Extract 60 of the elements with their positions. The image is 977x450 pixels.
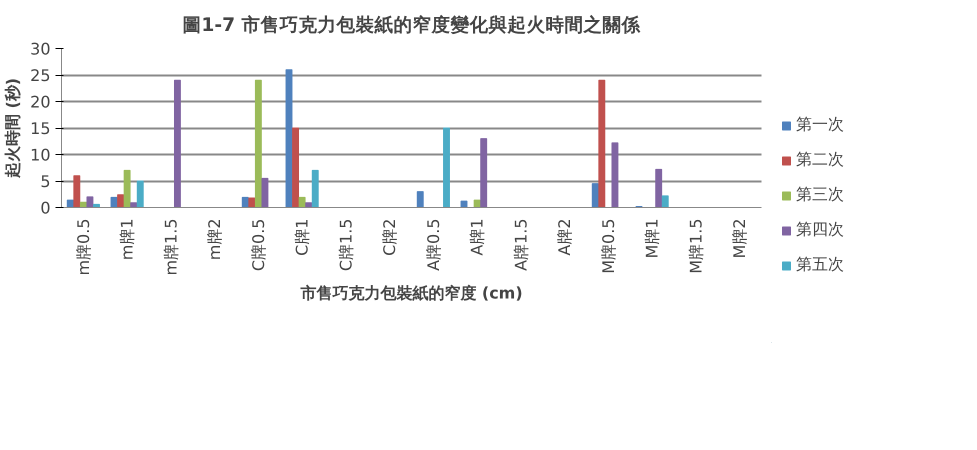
y-tick-label: 15 bbox=[30, 119, 50, 138]
bar bbox=[305, 202, 312, 208]
bar bbox=[73, 175, 80, 208]
legend-label: 第一次 bbox=[796, 114, 844, 136]
bar bbox=[86, 196, 94, 208]
y-tick-label: 25 bbox=[30, 66, 50, 85]
bar bbox=[443, 128, 450, 208]
legend-label: 第二次 bbox=[796, 150, 844, 170]
bar bbox=[286, 69, 292, 208]
y-tick-label: 20 bbox=[30, 92, 50, 112]
bar bbox=[598, 80, 606, 208]
x-tick-label: C牌1 bbox=[292, 218, 312, 256]
bar bbox=[136, 180, 144, 208]
x-tick-label: M牌2 bbox=[730, 218, 750, 258]
bar bbox=[261, 178, 268, 208]
bar bbox=[416, 191, 424, 208]
bar bbox=[460, 200, 468, 208]
x-tick-label: C牌2 bbox=[380, 218, 400, 256]
bar bbox=[124, 170, 131, 208]
bar bbox=[117, 194, 124, 208]
x-tick-label: C牌0.5 bbox=[248, 218, 268, 272]
bar bbox=[312, 170, 319, 208]
bar bbox=[592, 183, 599, 208]
chart-title: 圖1-7 市售巧克力包裝紙的窄度變化與起火時間之關係 bbox=[182, 14, 642, 36]
bar bbox=[248, 197, 256, 208]
bar bbox=[292, 128, 300, 208]
x-tick-label: M牌1 bbox=[642, 218, 662, 258]
bar bbox=[174, 80, 181, 208]
bar bbox=[66, 200, 74, 208]
bar bbox=[480, 138, 488, 208]
bar bbox=[662, 195, 669, 208]
legend-label: 第五次 bbox=[796, 254, 844, 276]
bar bbox=[474, 200, 481, 208]
legend-label: 第三次 bbox=[796, 184, 844, 206]
x-tick-label: m牌1 bbox=[118, 218, 137, 260]
y-tick-label: 10 bbox=[30, 146, 50, 164]
x-tick-label: m牌1.5 bbox=[161, 218, 180, 276]
x-tick-label: A牌1.5 bbox=[511, 218, 530, 271]
legend-label: 第四次 bbox=[796, 220, 844, 240]
bar bbox=[80, 202, 87, 208]
y-tick-label: 30 bbox=[30, 40, 50, 58]
y-tick-label: 5 bbox=[40, 172, 51, 191]
bar bbox=[611, 142, 618, 208]
x-tick-label: m牌0.5 bbox=[74, 218, 93, 276]
x-tick-label: M牌1.5 bbox=[686, 218, 706, 274]
x-tick-label: A牌1 bbox=[468, 218, 487, 256]
x-tick-label: A牌0.5 bbox=[424, 218, 443, 271]
bar bbox=[655, 168, 662, 208]
bar bbox=[254, 80, 262, 208]
y-tick-label: 0 bbox=[40, 198, 51, 218]
x-tick-label: C牌1.5 bbox=[336, 218, 356, 272]
bar bbox=[298, 196, 306, 208]
bar bbox=[242, 196, 249, 208]
x-tick-label: m牌2 bbox=[205, 218, 224, 260]
bar bbox=[110, 196, 118, 208]
x-tick-label: M牌0.5 bbox=[598, 218, 618, 274]
x-axis-title: 市售巧克力包裝紙的窄度 (cm) bbox=[299, 284, 523, 303]
x-tick-label: A牌2 bbox=[555, 218, 574, 256]
y-axis-title: 起火時間 (秒) bbox=[3, 78, 22, 180]
bar bbox=[130, 202, 138, 208]
